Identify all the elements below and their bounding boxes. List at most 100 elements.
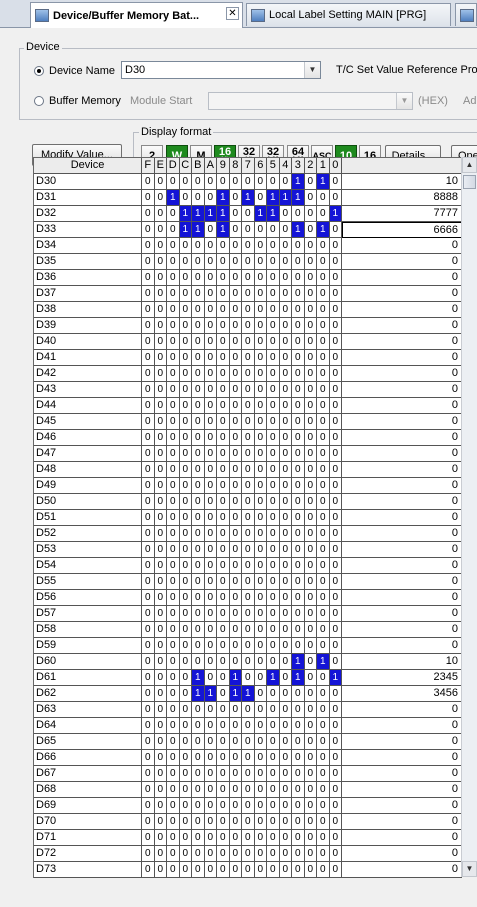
table-row-device[interactable]: D45 [34,414,142,430]
bit-cell[interactable]: 0 [242,702,255,718]
table-row-device[interactable]: D71 [34,830,142,846]
bit-cell[interactable]: 0 [229,334,242,350]
bit-cell[interactable]: 0 [167,286,180,302]
bit-cell[interactable]: 0 [292,510,305,526]
bit-cell[interactable]: 0 [167,446,180,462]
bit-cell[interactable]: 0 [217,558,230,574]
bit-cell[interactable]: 0 [229,782,242,798]
bit-cell[interactable]: 0 [267,766,280,782]
bit-cell[interactable]: 0 [304,414,317,430]
bit-cell[interactable]: 0 [317,446,330,462]
bit-cell[interactable]: 1 [179,222,192,238]
bit-cell[interactable]: 0 [217,590,230,606]
bit-cell[interactable]: 0 [317,558,330,574]
bit-cell[interactable]: 0 [167,206,180,222]
bit-cell[interactable]: 0 [167,462,180,478]
bit-cell[interactable]: 0 [292,254,305,270]
bit-cell[interactable]: 0 [279,462,292,478]
bit-cell[interactable]: 0 [204,670,217,686]
bit-cell[interactable]: 0 [304,574,317,590]
bit-cell[interactable]: 0 [192,846,205,862]
bit-cell[interactable]: 0 [329,302,342,318]
bit-cell[interactable]: 0 [317,206,330,222]
bit-cell[interactable]: 0 [292,750,305,766]
bit-cell[interactable]: 0 [204,478,217,494]
bit-cell[interactable]: 0 [329,270,342,286]
bit-cell[interactable]: 0 [329,622,342,638]
bit-cell[interactable]: 0 [267,414,280,430]
table-row-device[interactable]: D57 [34,606,142,622]
buffer-memory-radio[interactable] [34,96,44,106]
bit-cell[interactable]: 0 [192,622,205,638]
bit-cell[interactable]: 0 [192,478,205,494]
bit-cell[interactable]: 0 [279,606,292,622]
bit-cell[interactable]: 0 [229,206,242,222]
bit-cell[interactable]: 1 [292,190,305,206]
bit-cell[interactable]: 0 [142,206,155,222]
table-row-device[interactable]: D58 [34,622,142,638]
bit-cell[interactable]: 0 [242,574,255,590]
bit-cell[interactable]: 0 [167,862,180,878]
bit-cell[interactable]: 0 [179,270,192,286]
bit-cell[interactable]: 0 [192,718,205,734]
value-cell[interactable]: 0 [342,254,462,270]
bit-cell[interactable]: 0 [179,606,192,622]
bit-cell[interactable]: 0 [204,366,217,382]
bit-cell[interactable]: 0 [204,526,217,542]
bit-cell[interactable]: 0 [292,590,305,606]
value-cell[interactable]: 0 [342,830,462,846]
bit-cell[interactable]: 0 [142,238,155,254]
bit-cell[interactable]: 0 [192,366,205,382]
bit-cell[interactable]: 0 [242,446,255,462]
bit-cell[interactable]: 0 [317,750,330,766]
bit-cell[interactable]: 0 [242,526,255,542]
bit-cell[interactable]: 0 [304,862,317,878]
bit-cell[interactable]: 0 [292,862,305,878]
bit-cell[interactable]: 0 [142,542,155,558]
bit-cell[interactable]: 0 [204,766,217,782]
bit-cell[interactable]: 0 [179,526,192,542]
bit-cell[interactable]: 0 [304,270,317,286]
bit-cell[interactable]: 0 [217,494,230,510]
bit-cell[interactable]: 0 [167,558,180,574]
bit-cell[interactable]: 0 [204,702,217,718]
bit-cell[interactable]: 0 [267,830,280,846]
bit-cell[interactable]: 0 [242,654,255,670]
bit-cell[interactable]: 0 [279,366,292,382]
bit-cell[interactable]: 0 [254,830,267,846]
bit-cell[interactable]: 0 [304,350,317,366]
bit-cell[interactable]: 0 [242,558,255,574]
bit-cell[interactable]: 0 [179,542,192,558]
bit-cell[interactable]: 0 [292,638,305,654]
bit-cell[interactable]: 0 [267,654,280,670]
bit-cell[interactable]: 0 [142,798,155,814]
bit-cell[interactable]: 0 [154,606,167,622]
bit-cell[interactable]: 0 [142,446,155,462]
value-cell[interactable]: 0 [342,862,462,878]
bit-cell[interactable]: 0 [204,334,217,350]
bit-cell[interactable]: 0 [217,446,230,462]
bit-cell[interactable]: 1 [329,670,342,686]
bit-cell[interactable]: 0 [292,542,305,558]
bit-cell[interactable]: 0 [142,558,155,574]
bit-cell[interactable]: 0 [254,606,267,622]
bit-cell[interactable]: 0 [217,350,230,366]
bit-cell[interactable]: 0 [317,574,330,590]
bit-cell[interactable]: 0 [304,782,317,798]
bit-cell[interactable]: 0 [217,430,230,446]
bit-cell[interactable]: 0 [217,574,230,590]
bit-cell[interactable]: 0 [179,494,192,510]
table-row-device[interactable]: D40 [34,334,142,350]
tab-local-label-setting[interactable]: Local Label Setting MAIN [PRG] [246,3,451,26]
bit-cell[interactable]: 0 [204,542,217,558]
value-cell[interactable]: 0 [342,382,462,398]
bit-cell[interactable]: 0 [142,334,155,350]
bit-cell[interactable]: 0 [292,814,305,830]
bit-cell[interactable]: 0 [329,542,342,558]
bit-cell[interactable]: 0 [142,814,155,830]
bit-cell[interactable]: 0 [142,382,155,398]
table-row-device[interactable]: D70 [34,814,142,830]
scroll-thumb[interactable] [463,175,476,189]
bit-cell[interactable]: 0 [254,350,267,366]
bit-cell[interactable]: 0 [267,302,280,318]
